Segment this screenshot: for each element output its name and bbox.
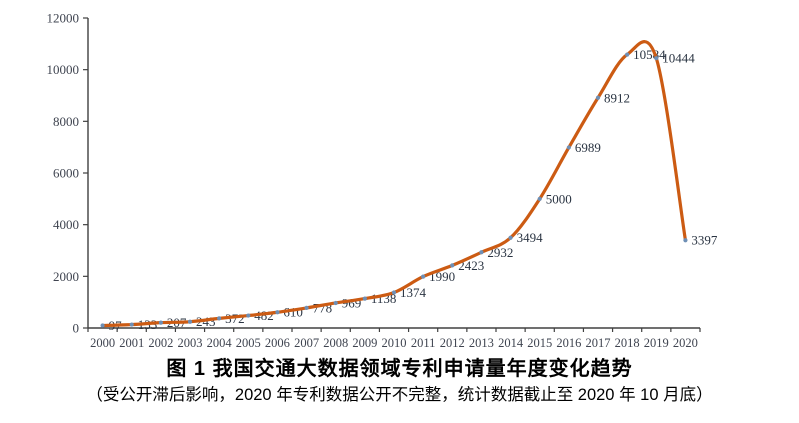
x-tick-label: 2004 xyxy=(207,336,233,350)
data-point-marker xyxy=(333,300,338,306)
x-tick-label: 2017 xyxy=(586,336,611,350)
y-tick-label: 6000 xyxy=(53,166,79,181)
x-tick-label: 2012 xyxy=(440,336,465,350)
x-tick-label: 2015 xyxy=(527,336,552,350)
x-tick-label: 2014 xyxy=(498,336,524,350)
data-label: 10584 xyxy=(633,47,666,62)
data-point-marker xyxy=(450,263,455,268)
y-tick-label: 8000 xyxy=(53,114,79,129)
data-point-marker xyxy=(566,145,571,150)
x-tick-label: 2007 xyxy=(294,336,319,350)
x-tick-label: 2018 xyxy=(615,336,640,350)
x-tick-label: 2010 xyxy=(382,336,407,350)
data-point-marker xyxy=(217,316,222,321)
x-tick-label: 2019 xyxy=(644,336,669,350)
data-label: 1374 xyxy=(400,285,427,300)
data-point-marker xyxy=(479,250,484,255)
chart-caption: 图 1 我国交通大数据领域专利申请量年度变化趋势 （受公开滞后影响，2020 年… xyxy=(0,357,799,406)
data-point-marker xyxy=(187,319,193,324)
y-tick-label: 12000 xyxy=(47,11,80,26)
data-label: 8912 xyxy=(604,90,630,105)
data-point-marker xyxy=(683,238,688,243)
x-tick-label: 2016 xyxy=(556,336,581,350)
x-tick-label: 2002 xyxy=(148,336,173,350)
data-label: 3494 xyxy=(517,230,544,245)
x-tick-label: 2000 xyxy=(90,336,115,350)
x-tick-label: 2001 xyxy=(119,336,144,350)
chart-title: 图 1 我国交通大数据领域专利申请量年度变化趋势 xyxy=(166,358,633,380)
x-tick-label: 2006 xyxy=(265,336,290,350)
data-point-marker xyxy=(246,313,251,318)
x-tick-label: 2008 xyxy=(323,336,348,350)
y-tick-label: 0 xyxy=(73,321,80,336)
x-tick-label: 2003 xyxy=(178,336,203,350)
data-label: 3397 xyxy=(691,233,718,248)
x-tick-label: 2005 xyxy=(236,336,261,350)
data-point-marker xyxy=(391,290,397,295)
data-point-marker xyxy=(129,322,134,327)
data-point-marker xyxy=(158,320,163,325)
data-point-marker xyxy=(508,235,513,240)
patent-trend-line-chart: 0 2000 4000 6000 8000 10000 12000 2000 2001 2002 2… xyxy=(47,11,718,351)
y-tick-label: 10000 xyxy=(47,62,80,77)
x-tick-label: 2009 xyxy=(352,336,377,350)
patent-trend-figure: 0 2000 4000 6000 8000 10000 12000 2000 2001 2002 2… xyxy=(0,11,799,406)
data-point-marker xyxy=(421,274,426,279)
data-point-marker xyxy=(654,56,659,61)
y-tick-label: 4000 xyxy=(53,217,79,232)
data-label: 10444 xyxy=(662,51,695,66)
trend-line xyxy=(100,40,688,328)
y-tick-label: 2000 xyxy=(53,269,79,284)
data-point-marker xyxy=(304,305,309,310)
data-point-marker xyxy=(100,323,105,328)
chart-subtitle: （受公开滞后影响，2020 年专利数据公开不完整，统计数据截止至 2020 年 … xyxy=(86,386,713,404)
data-label: 6989 xyxy=(575,140,601,155)
data-point-marker xyxy=(595,95,601,100)
data-point-marker xyxy=(625,52,630,57)
x-tick-label: 2020 xyxy=(673,336,698,350)
data-point-marker xyxy=(362,296,367,301)
x-tick-label: 2011 xyxy=(411,336,436,350)
data-point-marker xyxy=(537,196,542,201)
data-label: 5000 xyxy=(546,191,572,206)
x-tick-label: 2013 xyxy=(469,336,494,350)
data-point-marker xyxy=(275,310,280,315)
